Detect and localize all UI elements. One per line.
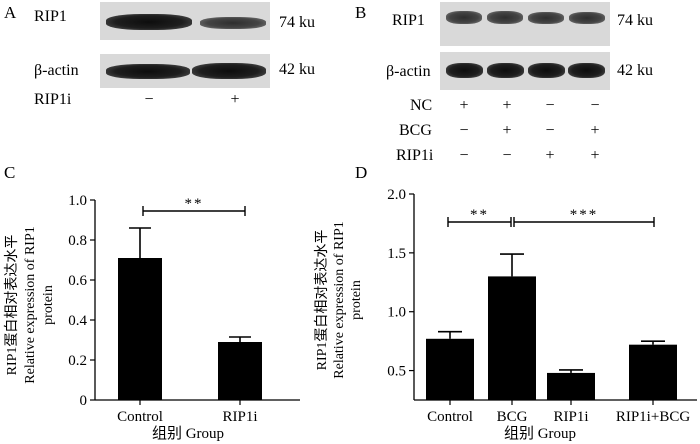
chart-d-x-tick-label: Control	[427, 409, 473, 425]
chart-d-y-tick-label: 2.0	[387, 187, 406, 203]
panel-letter-b: B	[355, 3, 367, 22]
blot-b-actin-size: 42 ku	[617, 62, 653, 79]
blot-b-sign: −	[545, 97, 555, 114]
blot-a-actin-label: β-actin	[34, 62, 79, 79]
blot-b-sign: +	[502, 122, 512, 139]
chart-d-xlabel: 组别 Group	[504, 425, 576, 442]
blot-b-actin-band-1	[446, 63, 483, 78]
blot-a-sign: +	[230, 91, 240, 108]
blot-a-rip1i-label: RIP1i	[34, 91, 72, 108]
chart-c-significance-stars: **	[185, 196, 204, 212]
chart-c-ylabel-en2: protein	[41, 285, 56, 325]
blot-b-sign: +	[545, 147, 555, 164]
blot-b-row-nc-label: NC	[410, 97, 433, 114]
chart-d-bar	[488, 276, 536, 400]
blot-a-rip1-band-1	[106, 14, 192, 30]
chart-d-x-tick-label: BCG	[497, 409, 528, 425]
blot-b-rip1-band-1	[446, 11, 482, 24]
blot-b-row-rip1i-label: RIP1i	[396, 147, 434, 164]
blot-a-actin-size: 42 ku	[279, 61, 315, 78]
panel-letter-d: D	[355, 163, 368, 182]
blot-b-actin-band-3	[528, 63, 565, 78]
chart-d-ylabel-en2: protein	[349, 280, 364, 320]
blot-b-sign: −	[545, 122, 555, 139]
chart-c-ylabel-en1: Relative expression of RIP1	[23, 226, 38, 383]
chart-d-bar	[426, 338, 474, 400]
blot-b-sign: +	[459, 97, 469, 114]
blot-b-sign: +	[590, 147, 600, 164]
blot-a-sign: −	[144, 91, 154, 108]
chart-d-y-tick-label: 0.5	[387, 364, 406, 380]
blot-b-rip1-band-2	[487, 11, 523, 24]
blot-b-sign: +	[590, 122, 600, 139]
blot-a-rip1-band-2	[200, 17, 266, 29]
chart-c-y-tick-label: 0.8	[68, 233, 87, 249]
blot-a-rip1-label: RIP1	[34, 8, 67, 25]
chart-c-y-tick-label: 1.0	[68, 193, 87, 209]
chart-c-xlabel: 组别 Group	[152, 425, 224, 442]
chart-c-y-tick-label: 0.6	[68, 273, 87, 289]
blot-a-actin-image	[100, 54, 270, 88]
chart-d-significance-stars: ***	[570, 207, 599, 223]
chart-d-bar	[629, 344, 677, 400]
chart-c-ylabel-cn: RIP1蛋白相对表达水平	[4, 235, 20, 376]
panel-letter-c: C	[4, 163, 16, 182]
chart-c-x-tick-label: Control	[117, 409, 163, 425]
chart-d-y-tick-label: 1.0	[387, 305, 406, 321]
blot-b-rip1-image	[440, 2, 610, 46]
blot-b-actin-band-2	[487, 63, 524, 78]
chart-d-x-tick-label: RIP1i+BCG	[616, 409, 690, 425]
chart-c-y-tick-label: 0	[80, 393, 88, 409]
blot-b-actin-image	[440, 52, 610, 90]
blot-b-rip1-size: 74 ku	[617, 12, 653, 29]
chart-c-x-tick-label: RIP1i	[222, 409, 257, 425]
panel-letter-a: A	[4, 3, 17, 22]
chart-d-ylabel-cn: RIP1蛋白相对表达水平	[314, 230, 330, 371]
blot-b-sign: +	[502, 97, 512, 114]
chart-d-x-tick-label: RIP1i	[553, 409, 588, 425]
chart-d-ylabel-en1: Relative expression of RIP1	[332, 221, 347, 378]
blot-b-sign: −	[459, 147, 469, 164]
chart-c-plot: 0 0.2 0.4 0.6 0.8 1.0 Control RIP1i **	[68, 193, 300, 425]
chart-c-y-tick-label: 0.2	[68, 353, 87, 369]
blot-b-actin-label: β-actin	[386, 63, 431, 80]
chart-c-bar	[118, 258, 162, 400]
blot-b-sign: −	[502, 147, 512, 164]
blot-b-actin-band-4	[568, 63, 605, 78]
blot-a-rip1-image	[100, 2, 270, 40]
blot-a-actin-band-1	[106, 64, 190, 79]
blot-b-sign: −	[590, 97, 600, 114]
blot-b-rip1-label: RIP1	[392, 12, 425, 29]
chart-d-bar	[547, 372, 595, 400]
blot-b-row-bcg-label: BCG	[399, 122, 432, 139]
blot-b-sign: −	[459, 122, 469, 139]
blot-a-actin-band-2	[192, 63, 266, 79]
chart-c-bar	[218, 342, 262, 400]
chart-d-y-tick-label: 1.5	[387, 246, 406, 262]
blot-b-rip1-band-4	[569, 12, 605, 24]
blot-b-rip1-band-3	[528, 12, 564, 24]
chart-d-significance-stars: **	[470, 207, 489, 223]
chart-c-y-tick-label: 0.4	[68, 313, 87, 329]
blot-a-rip1-size: 74 ku	[279, 14, 315, 31]
